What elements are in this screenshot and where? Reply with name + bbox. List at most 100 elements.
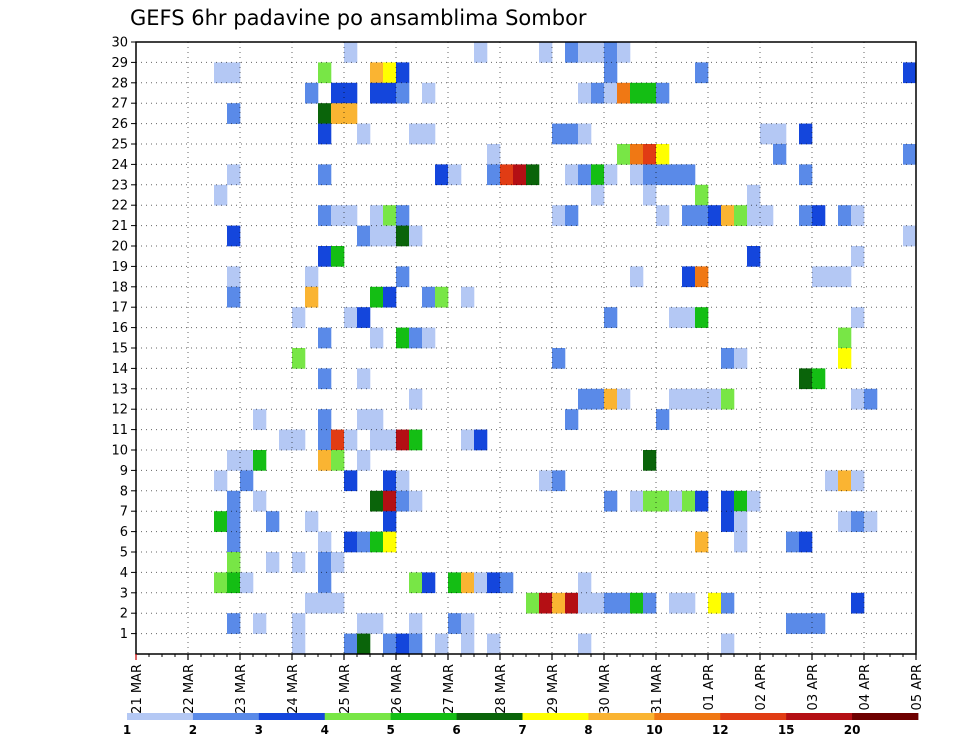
heatmap-cell <box>253 490 267 512</box>
heatmap-cell <box>487 633 501 655</box>
heatmap-cell <box>227 450 241 471</box>
heatmap-cell <box>838 470 852 492</box>
y-tick-label: 30 <box>111 36 128 51</box>
legend-level-label: 6 <box>452 723 460 737</box>
heatmap-cell <box>409 429 423 451</box>
heatmap-cell <box>552 592 566 614</box>
heatmap-cell <box>578 633 592 655</box>
heatmap-cell <box>331 552 345 573</box>
heatmap-cell <box>591 184 605 206</box>
heatmap-cell <box>357 409 371 430</box>
y-tick-label: 24 <box>111 158 128 173</box>
x-tick-label: 23 MAR <box>234 664 249 714</box>
heatmap-cell <box>656 82 670 104</box>
heatmap-cell <box>409 490 423 512</box>
heatmap-cell <box>344 307 358 328</box>
heatmap-cell <box>838 266 852 288</box>
heatmap-cell <box>227 266 241 288</box>
heatmap-cell <box>656 490 670 512</box>
heatmap-cell <box>409 388 423 410</box>
heatmap-cell <box>331 429 345 451</box>
heatmap-cell <box>591 592 605 614</box>
heatmap-cell <box>383 633 397 655</box>
heatmap-cell <box>344 531 358 553</box>
heatmap-cell <box>721 633 735 655</box>
heatmap-cell <box>474 42 488 63</box>
heatmap-cell <box>526 592 540 614</box>
heatmap-cell <box>227 164 241 186</box>
heatmap-cell <box>682 266 696 288</box>
heatmap-cell <box>370 531 384 553</box>
heatmap-cell <box>617 144 631 165</box>
y-tick-label: 16 <box>111 321 128 336</box>
heatmap-cell <box>643 144 657 165</box>
heatmap-cell <box>630 592 644 614</box>
heatmap-cell <box>786 613 800 634</box>
heatmap-cell <box>682 490 696 512</box>
heatmap-cell <box>643 592 657 614</box>
heatmap-cell <box>604 307 618 328</box>
heatmap-cell <box>331 450 345 471</box>
legend-level-label: 3 <box>255 723 263 737</box>
heatmap-cell <box>227 225 241 247</box>
heatmap-cell <box>279 429 293 451</box>
heatmap-cell <box>396 429 410 451</box>
heatmap-cell <box>253 409 267 430</box>
heatmap-cell <box>734 348 748 369</box>
legend-level-label: 2 <box>189 723 197 737</box>
heatmap-cell <box>669 307 683 328</box>
heatmap-cell <box>565 409 579 430</box>
y-tick-label: 8 <box>120 484 128 499</box>
heatmap-cell <box>292 348 306 369</box>
heatmap-cell <box>864 511 878 532</box>
heatmap-cell <box>552 348 566 369</box>
heatmap-cell <box>695 62 709 84</box>
heatmap-cell <box>630 144 644 165</box>
heatmap-cell <box>578 123 592 145</box>
heatmap-cell <box>448 572 462 594</box>
heatmap-cell <box>331 82 345 104</box>
heatmap-cell <box>214 572 228 594</box>
heatmap-cell <box>461 633 475 655</box>
heatmap-cell <box>747 184 761 206</box>
heatmap-cell <box>461 429 475 451</box>
heatmap-cell <box>331 205 345 226</box>
heatmap-cell <box>214 511 228 532</box>
heatmap-cell <box>227 490 241 512</box>
heatmap-cell <box>409 613 423 634</box>
heatmap-cell <box>409 633 423 655</box>
y-tick-label: 17 <box>111 301 128 316</box>
heatmap-cell <box>747 205 761 226</box>
heatmap-cell <box>630 266 644 288</box>
heatmap-cell <box>903 62 917 84</box>
heatmap-cell <box>747 246 761 267</box>
heatmap-cell <box>552 205 566 226</box>
heatmap-cell <box>435 286 449 308</box>
heatmap-cell <box>812 205 826 226</box>
legend-level-label: 10 <box>646 723 663 737</box>
heatmap-cell <box>292 613 306 634</box>
legend-color-swatch <box>588 713 655 720</box>
heatmap-cell <box>786 531 800 553</box>
heatmap-cell <box>825 470 839 492</box>
heatmap-cell <box>643 164 657 186</box>
legend-color-swatch <box>390 713 457 720</box>
heatmap-cell <box>695 531 709 553</box>
heatmap-cell <box>318 450 332 471</box>
heatmap-cell <box>318 531 332 553</box>
heatmap-cell <box>396 225 410 247</box>
heatmap-cell <box>240 470 254 492</box>
heatmap-cell <box>604 592 618 614</box>
heatmap-cell <box>383 470 397 492</box>
heatmap-cell <box>539 592 553 614</box>
heatmap-cell <box>539 470 553 492</box>
heatmap-cell <box>305 286 319 308</box>
legend-level-label: 8 <box>584 723 592 737</box>
legend-color-swatch <box>324 713 392 720</box>
legend-color-swatch <box>654 713 721 720</box>
heatmap-cell <box>604 62 618 84</box>
heatmap-cell <box>461 613 475 634</box>
heatmap-cell <box>409 327 423 349</box>
x-tick-label: 05 APR <box>910 664 925 710</box>
heatmap-cell <box>318 572 332 594</box>
